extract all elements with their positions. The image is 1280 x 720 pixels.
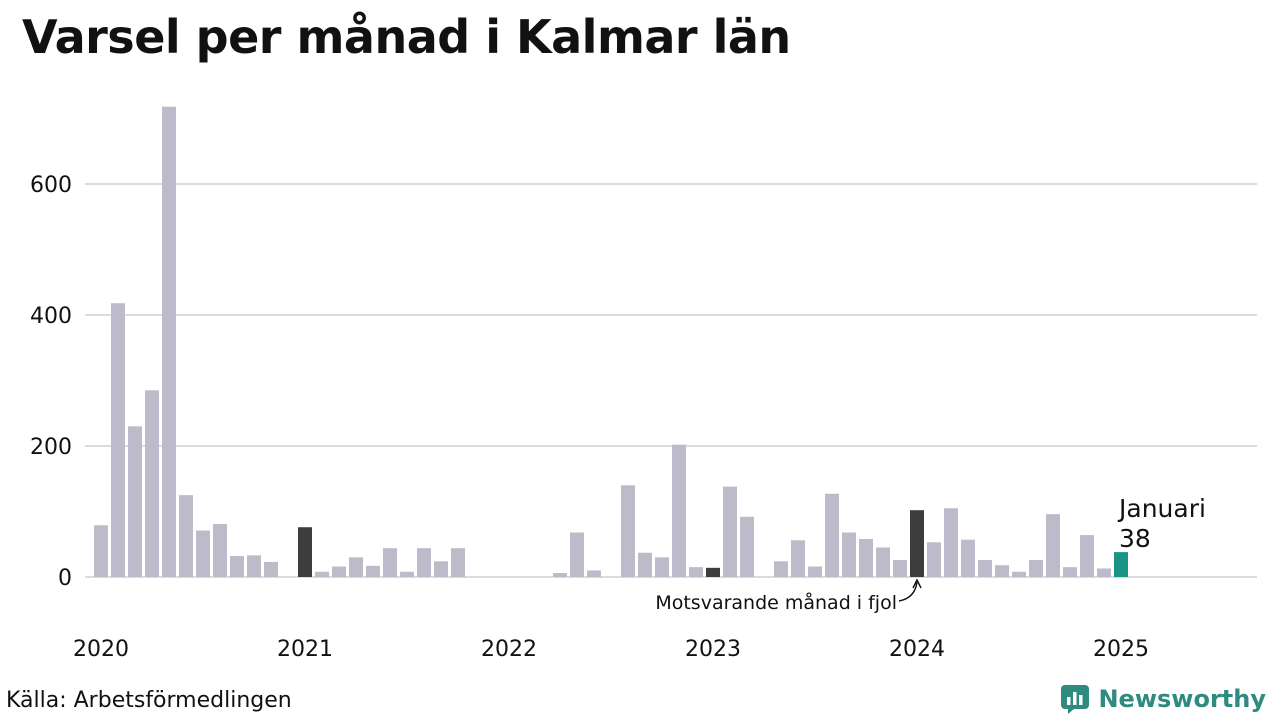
bar-2020-06 (179, 495, 193, 577)
bar-2020-02 (111, 303, 125, 577)
current-value-label: 38 (1119, 524, 1151, 553)
bar-2022-06 (587, 570, 601, 577)
bar-2020-03 (128, 426, 142, 577)
bar-2021-01 (298, 527, 312, 577)
x-axis-ticks: 2020 2021 2022 2023 2024 2025 (73, 637, 1149, 662)
bar-2021-10 (451, 548, 465, 577)
bar-2023-07 (808, 566, 822, 577)
bars (94, 106, 1128, 578)
bar-2020-01 (94, 525, 108, 577)
bar-2023-03 (740, 516, 754, 577)
bar-2024-06 (995, 565, 1009, 577)
bar-2020-05 (162, 106, 176, 578)
bar-2020-11 (264, 561, 278, 577)
bar-2023-12 (893, 559, 907, 577)
bar-2022-08 (621, 485, 635, 577)
bar-2021-03 (332, 566, 346, 577)
bar-2023-01 (706, 567, 720, 577)
bar-2022-05 (570, 532, 584, 577)
bar-2020-09 (230, 556, 244, 577)
source-note: Källa: Arbetsförmedlingen (6, 688, 292, 713)
bar-2020-07 (196, 530, 210, 577)
bar-2021-06 (383, 548, 397, 577)
y-axis-ticks: 0 200 400 600 (30, 173, 72, 591)
x-tick-label-2020: 2020 (73, 637, 129, 662)
bar-2024-11 (1080, 535, 1094, 577)
bar-2024-03 (944, 508, 958, 577)
y-tick-label-200: 200 (30, 435, 72, 460)
comparison-note: Motsvarande månad i fjol (655, 591, 897, 614)
bar-2023-05 (774, 561, 788, 577)
bar-2022-04 (553, 573, 567, 577)
x-tick-label-2025: 2025 (1093, 637, 1149, 662)
bar-2021-07 (400, 571, 414, 577)
bar-2024-04 (961, 539, 975, 577)
bar-2023-08 (825, 493, 839, 577)
current-month-label: Januari (1117, 494, 1206, 523)
bar-2024-09 (1046, 514, 1060, 577)
comparison-arrowhead (912, 578, 922, 589)
y-tick-label-400: 400 (30, 304, 72, 329)
bar-2021-05 (366, 565, 380, 577)
y-tick-label-0: 0 (58, 566, 72, 591)
bar-2020-10 (247, 555, 261, 577)
bar-2022-12 (689, 567, 703, 577)
bar-2024-05 (978, 559, 992, 577)
bar-2020-04 (145, 390, 159, 577)
bar-2024-12 (1097, 568, 1111, 577)
x-tick-label-2021: 2021 (277, 637, 333, 662)
bar-2024-10 (1063, 567, 1077, 577)
x-tick-label-2023: 2023 (685, 637, 741, 662)
bar-2021-04 (349, 557, 363, 577)
bar-2021-08 (417, 548, 431, 577)
bar-2023-10 (859, 539, 873, 577)
bar-2021-09 (434, 561, 448, 577)
bar-chart: 0 200 400 600 2020 2021 2022 2023 2024 2025 Janu… (30, 106, 1257, 662)
bar-2022-10 (655, 557, 669, 577)
newsworthy-logo-icon (1061, 685, 1090, 714)
chart-title: Varsel per månad i Kalmar län (22, 10, 791, 64)
bar-2024-02 (927, 542, 941, 577)
bar-2021-02 (315, 571, 329, 577)
grid-lines (85, 183, 1257, 578)
bar-2022-11 (672, 444, 686, 577)
bar-2020-08 (213, 523, 227, 577)
bar-2023-11 (876, 547, 890, 577)
y-tick-label-600: 600 (30, 173, 72, 198)
bar-2023-09 (842, 532, 856, 577)
x-tick-label-2024: 2024 (889, 637, 945, 662)
comparison-arrow (898, 581, 918, 602)
bar-2025-01 (1114, 552, 1128, 577)
brand-name: Newsworthy (1098, 685, 1266, 713)
bar-2023-06 (791, 540, 805, 577)
bar-2024-08 (1029, 559, 1043, 577)
bar-2024-07 (1012, 571, 1026, 577)
brand-logo[interactable]: Newsworthy (1060, 684, 1266, 714)
x-tick-label-2022: 2022 (481, 637, 537, 662)
bar-2023-02 (723, 486, 737, 577)
bar-2022-09 (638, 552, 652, 577)
bar-2024-01 (910, 510, 924, 577)
